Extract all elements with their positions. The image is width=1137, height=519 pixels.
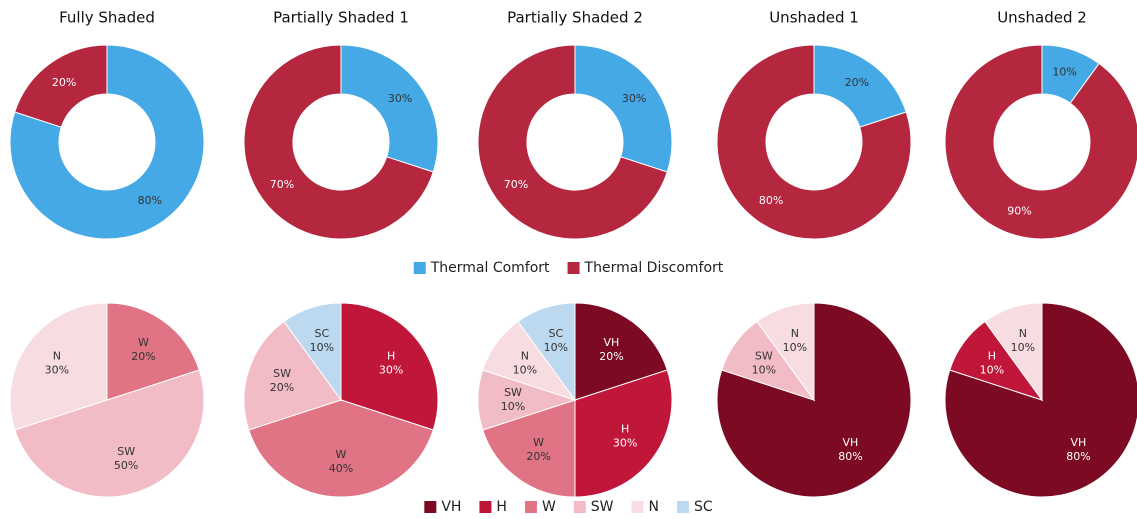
slice-label: 10% [544, 341, 568, 354]
legend-swatch [573, 501, 586, 513]
pie-slice [283, 302, 342, 402]
chart-title: Fully Shaded [59, 9, 155, 27]
slice-label: 30% [45, 364, 69, 377]
legend-label: W [542, 499, 556, 515]
legend-label: SC [694, 499, 713, 515]
slice-category: VH [843, 436, 859, 449]
slice-category: SW [755, 350, 773, 363]
pie-slice [984, 302, 1043, 402]
legend-swatch [479, 501, 492, 513]
slice-label: 80% [138, 194, 162, 207]
pie-slice [482, 399, 576, 498]
pie-slice [14, 369, 205, 498]
slice-label: 70% [270, 178, 294, 191]
slice-category: N [53, 350, 61, 363]
slice-label: 10% [1052, 66, 1076, 79]
slice-label: 30% [379, 364, 403, 377]
slice-label: 20% [270, 381, 294, 394]
donut-slice [9, 44, 205, 240]
legend-label: H [496, 499, 507, 515]
pie-slice [106, 302, 200, 401]
donut-legend: Thermal Comfort Thermal Discomfort [413, 260, 724, 276]
legend-swatch [567, 262, 580, 274]
legend-swatch [524, 501, 537, 513]
legend-label: Thermal Comfort [430, 260, 550, 276]
donut-slice [477, 44, 668, 240]
slice-label: 20% [845, 76, 869, 89]
slice-category: N [791, 327, 799, 340]
slice-category: W [533, 436, 544, 449]
slice-label: 40% [329, 462, 353, 475]
slice-label: 10% [310, 341, 334, 354]
pie-slice [574, 302, 668, 401]
slice-category: W [336, 448, 347, 461]
slice-category: VH [604, 336, 620, 349]
pie-slice [248, 399, 434, 498]
legend-swatch [631, 501, 644, 513]
slice-label: 80% [838, 450, 862, 463]
chart-title: Partially Shaded 1 [273, 9, 409, 27]
pie-legend: VH H W SW N SC [424, 499, 713, 515]
slice-label: 10% [513, 364, 537, 377]
slice-category: SW [504, 386, 522, 399]
legend-label: Thermal Discomfort [584, 260, 724, 276]
slice-category: SC [315, 327, 330, 340]
slice-category: H [621, 422, 629, 435]
legend-swatch [677, 501, 690, 513]
slice-category: SW [273, 367, 291, 380]
legend-label: N [649, 499, 659, 515]
slice-label: 30% [388, 92, 412, 105]
pie-slice [9, 302, 108, 431]
pie-slice [716, 302, 912, 498]
slice-label: 10% [783, 341, 807, 354]
slice-label: 50% [114, 459, 138, 472]
donut-slice [716, 44, 912, 240]
slice-label: 70% [504, 178, 528, 191]
chart-title: Unshaded 2 [997, 9, 1087, 27]
slice-category: SC [549, 327, 564, 340]
slice-label: 80% [1066, 450, 1090, 463]
legend-label: VH [441, 499, 461, 515]
chart-title: Partially Shaded 2 [507, 9, 643, 27]
slice-label: 30% [622, 92, 646, 105]
slice-category: W [138, 336, 149, 349]
donut-slice [574, 44, 673, 173]
chart-title: Unshaded 1 [769, 9, 859, 27]
slice-label: 90% [1007, 204, 1031, 217]
slice-label: 10% [501, 400, 525, 413]
legend-swatch [413, 262, 426, 274]
slice-label: 20% [131, 350, 155, 363]
legend-label: SW [591, 499, 614, 515]
slice-label: 10% [1011, 341, 1035, 354]
slice-category: SW [117, 445, 135, 458]
pie-slice [756, 302, 815, 402]
slice-label: 10% [752, 364, 776, 377]
slice-label: 10% [980, 364, 1004, 377]
donut-slice [340, 44, 439, 173]
pie-slice [243, 320, 342, 431]
slice-category: H [387, 350, 395, 363]
slice-category: N [1019, 327, 1027, 340]
slice-label: 20% [52, 76, 76, 89]
slice-label: 30% [613, 436, 637, 449]
donut-slice [243, 44, 434, 240]
donut-slice [14, 44, 108, 128]
slice-label: 20% [599, 350, 623, 363]
slice-label: 20% [526, 450, 550, 463]
slice-category: H [988, 350, 996, 363]
pie-slice [517, 302, 576, 402]
pie-slice [340, 302, 439, 431]
slice-category: N [521, 350, 529, 363]
pie-slice [574, 369, 673, 498]
legend-swatch [424, 501, 437, 513]
slice-category: VH [1071, 436, 1087, 449]
slice-label: 80% [759, 194, 783, 207]
donut-slice [944, 44, 1137, 240]
